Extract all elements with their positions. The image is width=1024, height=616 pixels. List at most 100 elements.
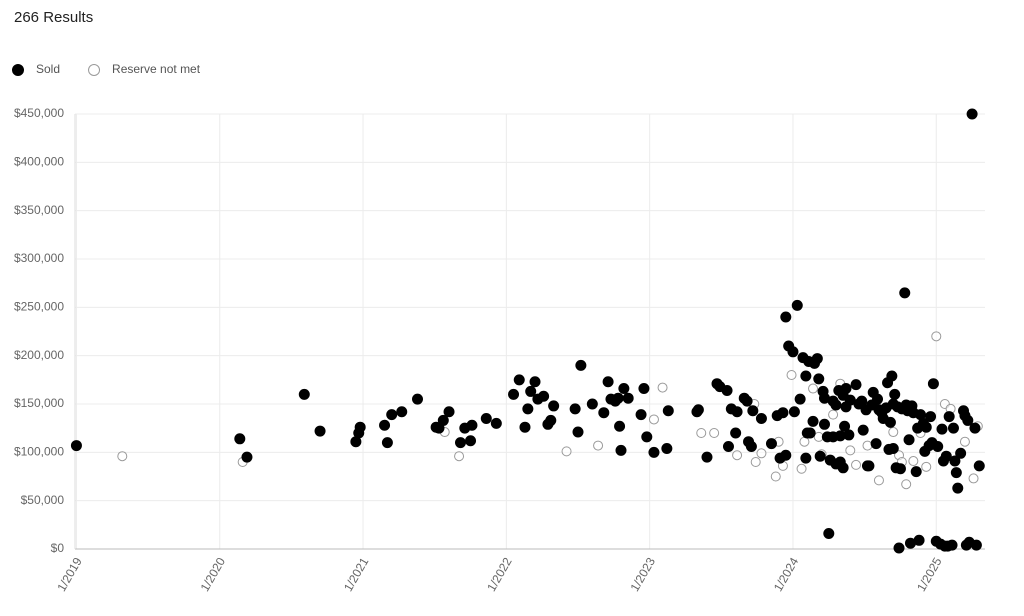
data-point [925, 411, 937, 423]
data-point [602, 376, 614, 388]
data-point [818, 418, 830, 430]
data-point [940, 450, 952, 462]
data-point [598, 407, 610, 419]
data-point [787, 346, 799, 358]
data-point [730, 427, 742, 439]
data-point [657, 382, 668, 393]
data-point [770, 471, 781, 482]
x-tick-label: 1/2021 [341, 555, 372, 594]
data-point [811, 353, 823, 365]
data-point [641, 431, 653, 443]
data-point [799, 436, 810, 447]
y-tick-label: $200,000 [14, 348, 64, 362]
data-point [863, 460, 875, 472]
data-point [508, 388, 520, 400]
data-point [741, 395, 753, 407]
data-point [840, 383, 852, 395]
data-point [722, 441, 734, 453]
data-point [575, 359, 587, 371]
data-point [538, 390, 550, 402]
data-point [800, 452, 812, 464]
data-point [747, 405, 759, 417]
y-tick-label: $400,000 [14, 155, 64, 169]
data-point [513, 374, 525, 386]
data-point [612, 392, 624, 404]
data-point [850, 379, 862, 391]
data-point [755, 413, 767, 424]
legend-marker [12, 64, 24, 76]
data-point [586, 398, 598, 410]
data-point [952, 482, 964, 494]
data-point [765, 438, 777, 450]
data-point [454, 437, 466, 449]
data-point [969, 422, 981, 434]
data-point [569, 403, 581, 415]
data-point [525, 385, 537, 397]
data-point [955, 447, 967, 459]
data-point [931, 331, 942, 342]
data-point [381, 437, 393, 449]
data-point [117, 451, 128, 462]
data-point [692, 404, 704, 416]
data-point [615, 444, 627, 456]
y-tick-label: $450,000 [14, 106, 64, 120]
data-point [887, 442, 899, 454]
data-point [786, 370, 797, 380]
data-point [354, 421, 366, 433]
data-point [962, 414, 974, 426]
data-point [839, 420, 851, 432]
data-point [814, 450, 826, 462]
data-point [845, 445, 856, 456]
data-point [813, 373, 825, 385]
data-point [635, 409, 647, 421]
data-point [379, 419, 391, 431]
data-point [412, 393, 424, 405]
data-point [780, 449, 792, 461]
data-point [454, 451, 465, 462]
x-tick-label: 1/2020 [198, 555, 229, 594]
y-tick-label: $350,000 [14, 203, 64, 217]
data-point [648, 414, 659, 425]
data-point [618, 383, 630, 395]
data-point [386, 409, 398, 421]
data-point [894, 463, 906, 475]
data-point [572, 426, 584, 438]
data-point [936, 423, 948, 435]
y-tick-label: $150,000 [14, 396, 64, 410]
data-point [545, 414, 557, 426]
data-point [808, 383, 819, 394]
data-point [70, 440, 82, 452]
y-tick-label: $0 [51, 541, 65, 555]
data-point [843, 429, 855, 441]
legend-label: Sold [36, 62, 60, 76]
data-point [950, 467, 962, 479]
data-point [873, 475, 884, 486]
data-point [614, 420, 626, 432]
y-tick-label: $100,000 [14, 445, 64, 459]
data-point [862, 440, 873, 451]
data-point [732, 450, 743, 461]
data-point [800, 370, 812, 382]
data-point [314, 425, 326, 437]
data-point [903, 434, 915, 446]
chart-title: 266 Results [14, 9, 93, 26]
data-point [884, 416, 896, 428]
data-point [966, 108, 978, 120]
data-point [548, 400, 560, 412]
data-point [888, 427, 899, 438]
data-point [529, 376, 541, 388]
data-point [943, 411, 955, 423]
data-point [807, 415, 819, 427]
data-point [901, 479, 912, 490]
data-point [788, 406, 800, 418]
data-point [796, 463, 807, 474]
x-tick-label: 1/2024 [771, 555, 802, 594]
x-tick-label: 1/2019 [54, 555, 85, 594]
data-point [437, 414, 449, 426]
data-point [298, 388, 310, 400]
data-point [465, 435, 477, 447]
y-tick-label: $50,000 [21, 493, 65, 507]
x-tick-label: 1/2022 [484, 555, 515, 594]
